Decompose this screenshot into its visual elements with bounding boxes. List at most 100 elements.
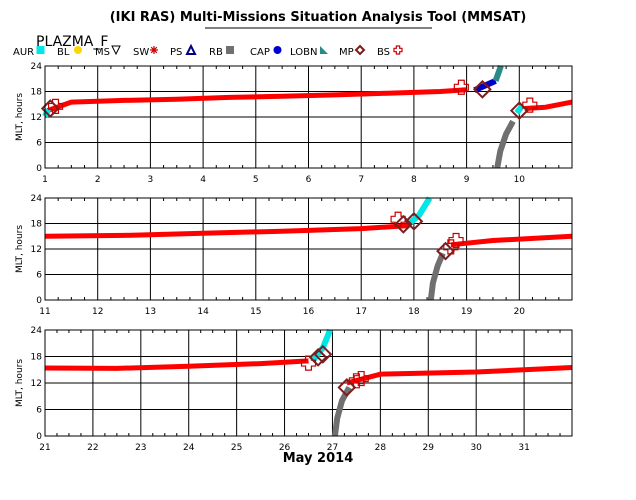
mp-crossing-marker (509, 101, 529, 121)
mp-crossing-marker (308, 347, 328, 367)
x-tick-label: 8 (411, 175, 417, 185)
y-tick-label: 24 (31, 194, 43, 204)
x-tick-label: 23 (135, 443, 146, 453)
mp-crossing-marker (393, 214, 413, 234)
x-tick-label: 7 (358, 175, 364, 185)
plot-frame (44, 197, 573, 301)
y-tick-label: 6 (36, 406, 42, 416)
chart-panel-3: 21 22 23 24 25 26 27 28 29 30 31 0 6 12 18 24 MLT, hours (15, 326, 573, 453)
y-axis-label: MLT, hours (15, 93, 25, 141)
x-tick-label: 18 (408, 307, 420, 317)
y-axis-label: MLT, hours (15, 225, 25, 273)
plot-frame (44, 65, 573, 169)
bs-crossing-marker (448, 232, 464, 249)
series-ps (450, 233, 573, 248)
legend-label-cap: CAP (250, 47, 270, 58)
legend-label-bl: BL (57, 47, 70, 58)
x-tick-label: 28 (375, 443, 387, 453)
bs-crossing-marker (348, 373, 365, 389)
legend-label-ps: PS (170, 47, 182, 58)
legend-mp-icon (354, 44, 366, 56)
satellite-name: PLAZMA_F (36, 34, 108, 50)
series-cap (473, 78, 497, 93)
x-tick-label: 30 (470, 443, 482, 453)
x-tick-label: 20 (514, 307, 526, 317)
x-tick-label: 13 (145, 307, 156, 317)
figure-title: (IKI RAS) Multi-Missions Situation Analy… (110, 10, 527, 25)
x-tick-label: 9 (464, 175, 470, 185)
legend-label-rb: RB (209, 47, 223, 58)
bs-crossing-marker (453, 79, 469, 95)
x-tick-label: 22 (87, 443, 98, 453)
series-lobn (492, 64, 504, 82)
bs-crossing-marker (353, 370, 369, 387)
x-tick-label: 17 (355, 307, 366, 317)
y-tick-label: 6 (36, 139, 42, 149)
y-axis-label: MLT, hours (15, 359, 25, 407)
month-label: May 2014 (283, 451, 354, 466)
y-tick-label: 24 (31, 326, 43, 336)
mp-crossing-marker (313, 344, 333, 364)
legend-bs-icon (393, 45, 403, 55)
x-tick-label: 4 (200, 175, 206, 185)
legend-label-sw: SW (133, 47, 149, 58)
series-ps (524, 99, 573, 111)
x-tick-label: 6 (306, 175, 312, 185)
x-tick-label: 14 (197, 307, 209, 317)
x-tick-label: 5 (253, 175, 259, 185)
mp-crossing-marker (436, 241, 455, 261)
bs-crossing-marker (300, 355, 317, 371)
legend-cap-icon (273, 46, 282, 54)
x-tick-label: 1 (42, 175, 48, 185)
legend-ps-icon (185, 43, 197, 55)
y-tick-label: 0 (36, 432, 42, 442)
y-tick-label: 12 (31, 379, 42, 389)
y-tick-label: 0 (36, 164, 42, 174)
x-tick-label: 24 (183, 443, 195, 453)
mp-crossing-marker (472, 79, 492, 99)
x-tick-label: 3 (148, 175, 154, 185)
x-tick-label: 26 (279, 443, 291, 453)
y-tick-label: 6 (36, 271, 42, 281)
y-tick-label: 24 (31, 62, 43, 72)
legend-ms-icon (111, 45, 121, 56)
series-ps (46, 87, 467, 113)
x-tick-label: 19 (461, 307, 473, 317)
x-tick-label: 27 (327, 443, 338, 453)
x-tick-label: 11 (39, 307, 50, 317)
legend-label-bs: BS (377, 47, 390, 58)
legend-label-ms: MS (95, 47, 110, 58)
x-tick-label: 16 (303, 307, 315, 317)
mp-crossing-marker (404, 211, 424, 231)
series-rb (427, 252, 446, 301)
region-legend: AUR BL MS SW PS RB CAP LOBN MP BS (13, 43, 403, 58)
x-tick-label: 25 (231, 443, 242, 453)
chart-panel-2: 11 12 13 14 15 16 17 18 19 20 0 6 12 18 24 MLT, hours (15, 194, 573, 317)
y-tick-label: 18 (31, 88, 43, 98)
x-tick-label: 31 (518, 443, 529, 453)
legend-rb-icon (226, 46, 234, 54)
bs-crossing-marker (522, 97, 538, 113)
mp-crossing-marker (337, 378, 357, 397)
series-aur (406, 196, 433, 227)
legend-label-aur: AUR (13, 47, 34, 58)
y-tick-label: 0 (36, 296, 42, 306)
x-tick-label: 2 (95, 175, 101, 185)
legend-label-mp: MP (339, 47, 354, 58)
series-ps (44, 223, 409, 239)
legend-sw-icon (150, 46, 158, 54)
x-tick-label: 10 (514, 175, 526, 185)
y-tick-label: 12 (31, 113, 42, 123)
x-tick-label: 21 (39, 443, 50, 453)
series-aur (514, 104, 525, 115)
y-tick-label: 18 (31, 220, 43, 230)
y-tick-label: 12 (31, 245, 42, 255)
y-tick-label: 18 (31, 353, 43, 363)
x-tick-label: 12 (92, 307, 103, 317)
legend-aur-icon (36, 46, 45, 54)
x-tick-label: 15 (250, 307, 261, 317)
plot-frame (44, 329, 573, 437)
